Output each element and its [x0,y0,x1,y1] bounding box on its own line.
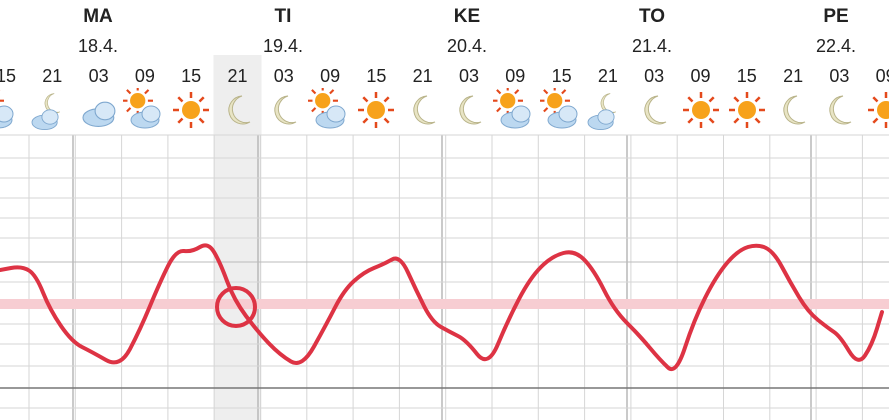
hour-label: 15 [551,66,572,86]
hour-label: 03 [644,66,665,86]
hour-label: 09 [505,66,526,86]
cloudy-night-icon [30,88,74,132]
day-name: TI [274,6,292,27]
day-date: 19.4. [262,36,304,56]
hour-label: 15 [181,66,202,86]
day-date: 21.4. [631,36,673,56]
sun-icon [354,88,398,132]
day-name: TO [638,6,666,27]
sun-icon [864,88,889,132]
hour-label: 09 [320,66,341,86]
moon-icon [401,88,445,132]
sun-cloud-icon [492,85,537,132]
sun-icon [679,88,723,132]
sun-icon [725,88,769,132]
hour-label: 21 [597,66,618,86]
day-date: 20.4. [446,36,488,56]
reference-band [0,299,889,309]
moon-icon [632,88,676,132]
cloudy-night-icon [586,88,630,132]
sun-cloud-icon [122,85,167,132]
day-name: PE [823,6,849,27]
moon-icon [817,88,861,132]
moon-icon [262,88,306,132]
hour-label: 15 [0,66,17,86]
hour-label: 03 [88,66,109,86]
hour-label: 21 [412,66,433,86]
day-name: MA [83,6,113,27]
sun-cloud-icon [538,85,584,132]
hour-label: 03 [273,66,294,86]
moon-icon [216,88,260,132]
hour-label: 09 [875,66,889,86]
hour-label: 03 [458,66,480,86]
cloud-icon [77,88,121,132]
hour-label: 21 [227,66,248,86]
hour-label: 03 [829,66,850,86]
hour-label: 09 [690,66,711,86]
partly-cloudy-icon [0,88,28,132]
moon-icon [447,88,491,132]
day-name: KE [453,6,481,27]
moon-icon [771,88,815,132]
hour-label: 09 [134,66,155,86]
current-marker [215,286,257,328]
day-date: 18.4. [77,36,119,56]
sun-cloud-icon [307,85,352,132]
hour-label: 15 [366,66,387,86]
hour-label: 21 [42,66,63,86]
day-date: 22.4. [815,36,857,56]
sun-icon [169,88,213,132]
hour-label: 21 [783,66,804,86]
hour-label: 15 [736,66,757,86]
series-line [0,243,884,372]
